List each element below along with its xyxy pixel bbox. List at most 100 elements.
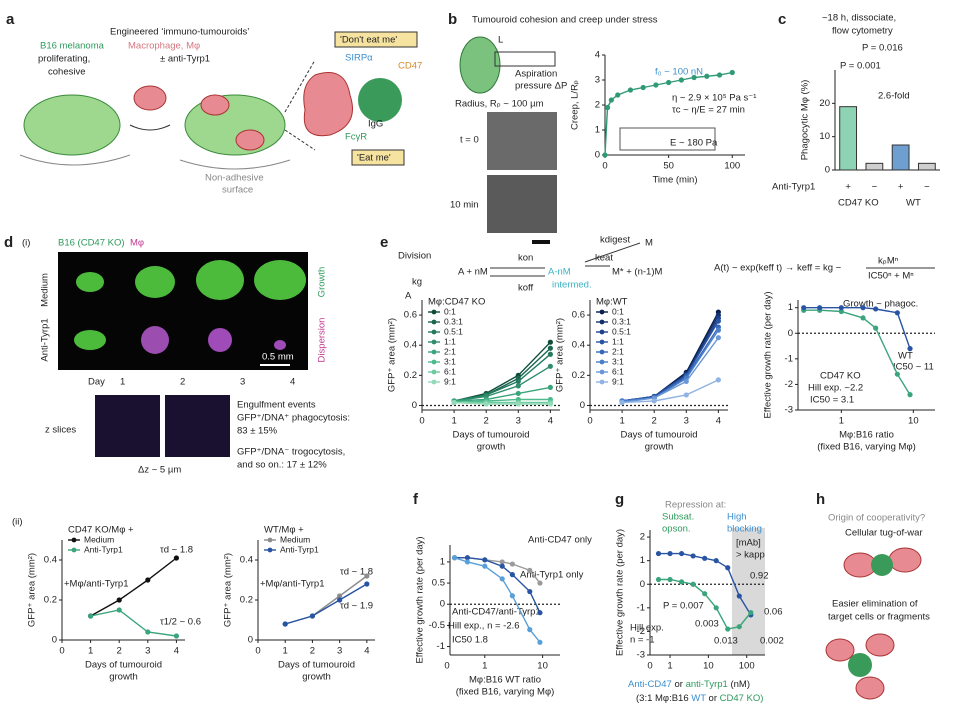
data-point [451,555,458,561]
legend-marker [267,537,273,543]
data-point [173,633,180,639]
legend-marker [431,309,437,315]
text: [mAb] [736,538,761,549]
y-tick-label: 0.4 [572,340,585,351]
x-tick-label: 3 [145,646,150,657]
data-point [527,567,533,573]
text: τc ~ η/E = 27 min [672,105,745,116]
legend-label: 3:1 [444,356,456,366]
data-point [482,557,488,563]
text: 3 [240,377,245,388]
pipette [494,51,556,67]
row-label: Medium [40,273,51,307]
x-tick-label: 10 [537,661,548,672]
text: (ii) [12,517,23,528]
text: τd ~ 1.8 [340,567,373,578]
legend-marker [431,369,437,375]
legend-label: 9:1 [444,376,456,386]
macrophage-zoom [303,72,353,137]
x-tick-label: + [898,182,904,193]
text: Origin of cooperativity? [828,513,925,524]
data-point [615,92,621,98]
y-tick-label: 0.6 [572,310,585,321]
x-tick-label: − [924,182,930,193]
x-axis-label: Mφ:B16 WT ratio [469,675,541,686]
y-tick-label: -3 [637,650,645,661]
y-tick-label: 0.2 [44,595,57,606]
text: FcγR [345,132,367,143]
legend-label: 0.3:1 [612,316,631,326]
x-tick-label: 1 [88,646,93,657]
text: 0.003 [695,619,719,630]
data-point [838,308,844,315]
y-tick-label: 0 [248,635,253,646]
x-tick-label: 0 [602,161,607,172]
label-box [351,149,405,166]
macrophage [133,85,167,111]
data-point [860,315,866,321]
macrophage [855,676,885,700]
text: 0.013 [714,636,738,647]
arrow [490,242,641,277]
text: B16 melanoma [40,41,105,52]
y-tick-label: -3 [785,405,793,416]
text: L [498,35,503,46]
x-axis-label: Days of tumouroid [278,660,355,671]
panel-letter: h [816,491,825,508]
x-tick-label: 2 [310,646,315,657]
text: ± anti-Tyrp1 [160,54,210,65]
blob [274,340,286,350]
x-tick-label: + [845,182,851,193]
legend-marker [431,359,437,365]
y-tick-label: 10 [819,131,830,142]
text: ~18 h, dissociate, [822,13,896,24]
x-axis-label: growth [109,672,138,683]
data-point [894,310,900,316]
label-box [334,31,418,48]
text: Growth ~ phagoc. [843,299,918,310]
data-point [690,553,696,559]
y-tick-label: 0.2 [240,595,253,606]
blob [196,260,244,300]
data-point [337,597,343,603]
text: CD47 [398,61,422,72]
data-point [547,345,553,351]
x-axis-label: (3:1 Mφ:B16 WT or CD47 KO) [636,693,763,704]
text: Macrophage, Mφ [128,41,200,52]
text: kon [518,253,533,264]
data-point [509,593,515,599]
data-point [537,580,543,586]
x-axis-label: Days of tumouroid [452,430,529,441]
series-line [454,401,551,405]
text: CD47 KO) [720,693,764,704]
y-tick-label: -2 [785,379,793,390]
y-axis-label: GFP⁺ area (mm²) [555,318,566,392]
data-point [173,555,180,561]
text: Non-adhesive [205,173,264,184]
text: IgG [368,119,383,130]
data-point [683,392,689,398]
data-point [801,305,807,311]
text: Hill exp. ~2.2 [808,383,863,394]
text: +Mφ/anti-Tyrp1 [260,579,325,590]
data-point [678,550,685,557]
y-tick-label: 1 [640,555,645,566]
cluster [23,94,121,156]
data-point [725,626,731,632]
text: Mφ [130,238,144,249]
text: Division [398,251,431,262]
text: IC50 1.8 [452,635,488,646]
y-tick-label: 3 [595,75,600,86]
text: Anti-CD47 only [528,535,592,546]
row-label: Anti-Tyrp1 [40,318,51,361]
text: CD47 KO [838,198,879,209]
y-tick-label: 0.4 [44,555,57,566]
y-tick-label: 0 [412,400,417,411]
y-tick-label: -1 [785,353,793,364]
legend-label: 2:1 [444,346,456,356]
arrow [129,124,171,131]
x-tick-label: 4 [174,646,179,657]
text: τd ~ 1.9 [340,601,373,612]
y-tick-label: -2 [637,626,645,637]
tumour-cell [848,653,872,677]
